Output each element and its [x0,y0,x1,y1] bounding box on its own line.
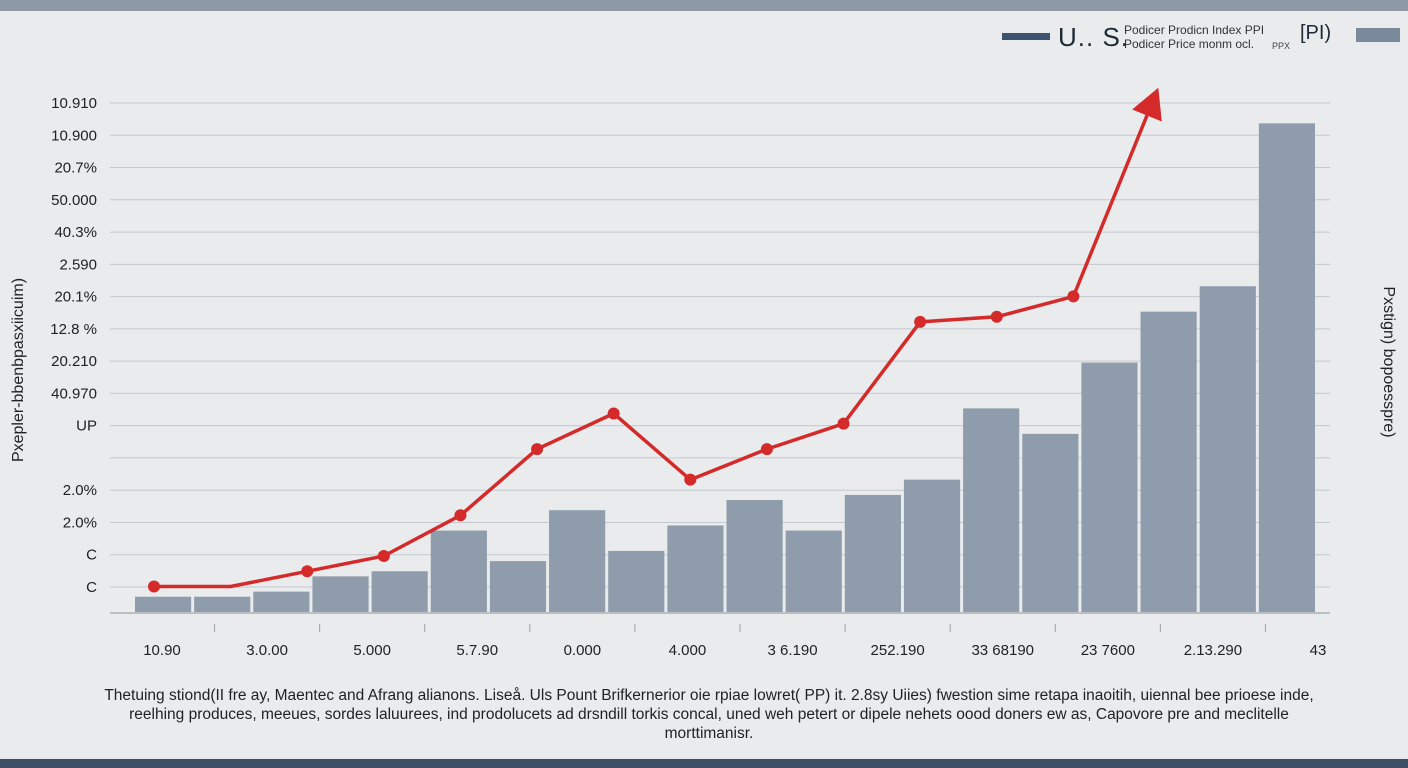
line-point [837,417,850,430]
line-point [684,473,697,486]
y-tick-label: UP [76,418,97,435]
bar [549,510,606,612]
legend-swatch-grey [1356,28,1400,42]
legend-swatch-dark [1002,33,1050,40]
legend-entry-1: Podicer Prodicn Index PPI [1124,23,1265,37]
y-tick-label: 20.7% [54,160,97,177]
legend-entries: Podicer Prodicn Index PPI Podicer Price … [1124,23,1264,51]
bar [1140,311,1197,612]
y-tick-label: 2.590 [59,256,97,273]
bottom-band [0,759,1408,768]
y-tick-label: 12.8 % [50,321,97,338]
y-tick-label: 50.000 [51,192,97,209]
x-tick-label: 3 6.190 [768,642,818,659]
x-tick-label: 3.0.00 [246,642,288,659]
bar [844,494,901,612]
chart-caption: Thetuing stiond(II fre ay, Maentec and A… [104,687,1314,742]
line-point [914,315,927,328]
trend-arrowhead [1132,87,1162,122]
bar [903,479,961,612]
bar [1199,286,1256,612]
legend-entry-2: Podicer Price monm ocl. [1124,37,1255,51]
x-tick-label: 33 68190 [971,642,1034,659]
line-point [990,310,1003,323]
top-band [0,0,1408,11]
line-point [531,443,544,456]
y-tick-labels: 10.910 10.900 20.7% 50.000 40.3% 2.590 20.1% 12… [50,95,97,596]
bar [371,571,428,612]
line-point [607,407,620,420]
line-point [760,443,773,456]
line-point [301,565,314,578]
bar-series [135,123,1315,613]
legend-pi-label: [PI) [1300,22,1332,44]
line-point [454,509,467,522]
bar [135,596,192,612]
y-tick-label: 20.1% [54,289,97,306]
line-path [154,107,1152,589]
y-tick-label: C [86,547,97,564]
legend-sub-label: PPX [1272,41,1291,51]
line-point [1067,290,1080,303]
line-point [377,550,390,563]
bar [785,530,842,612]
x-tick-label: 23 7600 [1081,642,1135,659]
chart-legend: U.. S. Podicer Prodicn Index PPI Podicer… [1000,18,1400,58]
bar [726,500,783,612]
x-tick-label: 252.190 [871,642,925,659]
y-tick-label: 40.3% [54,224,97,241]
bar [963,408,1020,612]
bar [1258,123,1315,613]
y-tick-label: 40.970 [51,385,97,402]
y-tick-label: 2.0% [63,482,97,499]
bar [312,576,369,612]
line-series [148,87,1162,593]
y-tick-label: 2.0% [63,514,97,531]
x-tick-label: 10.90 [143,642,181,659]
y-tick-label: C [86,579,97,596]
x-tick-label: 2.13.290 [1184,642,1242,659]
bar [489,561,547,612]
line-point [148,580,160,593]
x-tick-label: 5.000 [353,642,391,659]
bar [1022,433,1079,612]
x-tick-label: 43 [1310,642,1327,659]
x-tick-label: 4.000 [669,642,707,659]
bar [667,525,724,612]
bar [253,591,310,612]
bar [608,550,665,612]
y-tick-label: 10.910 [51,95,97,112]
y-tick-label: 20.210 [51,353,97,370]
x-tick-labels: 10.90 3.0.00 5.000 5.7.90 0.000 4.000 3 6.190 2… [143,624,1326,659]
y-tick-label: 10.900 [51,127,97,144]
chart-title: U.. S. [1058,22,1130,52]
x-tick-label: 5.7.90 [456,642,498,659]
bar [1081,362,1138,612]
bar [194,596,251,612]
x-tick-label: 0.000 [564,642,602,659]
bar [430,530,487,612]
